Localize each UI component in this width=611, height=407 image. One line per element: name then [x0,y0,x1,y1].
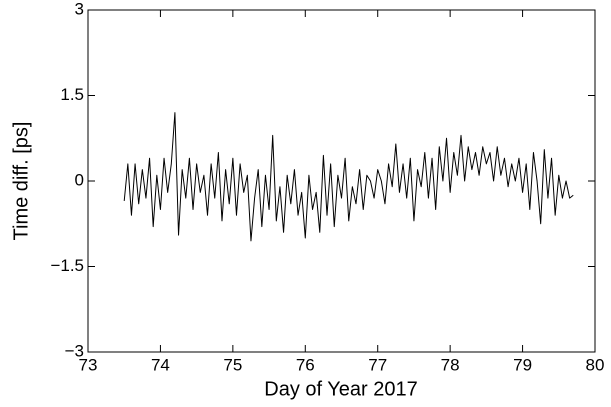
x-tick-label: 74 [151,355,170,374]
plot-frame [87,9,596,353]
x-tick-label: 73 [79,355,98,374]
y-tick-label: 3 [75,0,84,18]
y-axis-label: Time diff. [ps] [10,122,32,241]
x-tick-label: 77 [368,355,387,374]
y-tick-label: −3 [65,341,84,360]
x-axis-label: Day of Year 2017 [264,378,417,400]
x-tick-label: 79 [513,355,532,374]
x-tick-label: 78 [441,355,460,374]
x-tick-label: 76 [296,355,315,374]
y-tick-label: −1.5 [50,256,84,275]
x-tick-label: 75 [223,355,242,374]
x-tick-label: 80 [586,355,605,374]
y-tick-label: 1.5 [60,85,84,104]
y-tick-label: 0 [75,170,84,189]
data-line [123,112,574,242]
